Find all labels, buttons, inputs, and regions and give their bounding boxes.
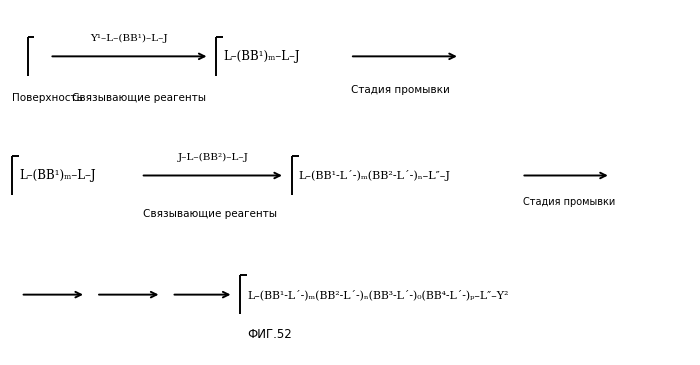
Text: L–(BB¹-L´-)ₘ(BB²-L´-)ₙ(BB³-L´-)₀(BB⁴-L´-)ₚ–L″–Y²: L–(BB¹-L´-)ₘ(BB²-L´-)ₙ(BB³-L´-)₀(BB⁴-L´-… [247,289,508,300]
Text: Связывающие реагенты: Связывающие реагенты [72,93,206,103]
Text: Y¹–L–(BB¹)–L–J: Y¹–L–(BB¹)–L–J [90,34,168,43]
Text: Стадия промывки: Стадия промывки [523,197,615,207]
Text: Поверхность: Поверхность [13,93,83,103]
Text: L–(BB¹)ₘ–L–J: L–(BB¹)ₘ–L–J [20,169,96,182]
Text: Стадия промывки: Стадия промывки [351,85,450,95]
Text: ФИГ.52: ФИГ.52 [247,328,292,341]
Text: L–(BB¹-L´-)ₘ(BB²-L´-)ₙ–L″–J: L–(BB¹-L´-)ₘ(BB²-L´-)ₙ–L″–J [298,170,451,181]
Text: Связывающие реагенты: Связывающие реагенты [143,209,276,219]
Text: J–L–(BB²)–L–J: J–L–(BB²)–L–J [177,153,248,162]
Text: L–(BB¹)ₘ–L–J: L–(BB¹)ₘ–L–J [223,50,300,63]
